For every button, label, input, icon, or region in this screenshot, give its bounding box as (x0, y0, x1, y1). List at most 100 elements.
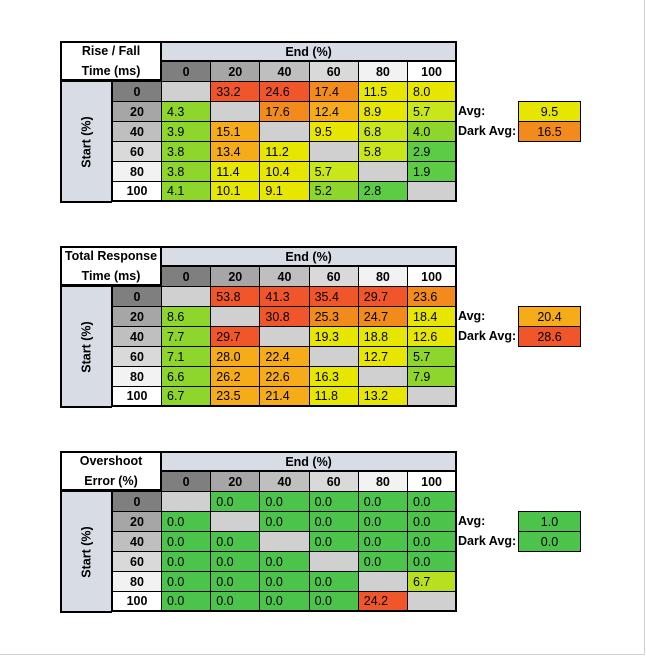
heatmap-cell: 0.0 (259, 591, 310, 612)
heatmap-cell (210, 511, 261, 532)
heatmap-cell (161, 81, 212, 102)
heatmap-cell: 5.7 (407, 101, 458, 122)
heatmap-cell: 13.4 (210, 141, 261, 162)
heatmap-cell: 0.0 (407, 551, 458, 572)
row-header: 80 (112, 571, 162, 592)
dark-avg-value: 16.5 (518, 121, 581, 142)
heatmap-cell: 41.3 (259, 286, 310, 307)
dark-avg-label: Dark Avg: (458, 329, 517, 343)
heatmap-cell: 21.4 (259, 386, 310, 407)
column-header: 20 (210, 266, 261, 287)
column-header: 60 (308, 471, 359, 492)
heatmap-cell: 0.0 (161, 571, 212, 592)
heatmap-cell: 5.8 (357, 141, 408, 162)
heatmap-cell (161, 491, 212, 512)
row-header: 100 (112, 181, 162, 202)
heatmap-cell: 0.0 (259, 551, 310, 572)
heatmap-cell: 22.6 (259, 366, 310, 387)
heatmap-cell: 9.5 (308, 121, 359, 142)
heatmap-cell: 2.8 (357, 181, 408, 202)
heatmap-cell: 10.1 (210, 181, 261, 202)
heatmap-cell: 9.1 (259, 181, 310, 202)
table-title-line: Total Response (64, 249, 158, 263)
heatmap-cell: 23.6 (407, 286, 458, 307)
row-header: 60 (112, 551, 162, 572)
column-header: 0 (161, 471, 212, 492)
heatmap-cell: 0.0 (210, 591, 261, 612)
heatmap-cell: 0.0 (161, 551, 212, 572)
heatmap-cell: 17.6 (259, 101, 310, 122)
row-header: 40 (112, 121, 162, 142)
start-axis-label: Start (%) (60, 81, 112, 203)
heatmap-cell: 0.0 (210, 531, 261, 552)
row-header: 20 (112, 306, 162, 327)
heatmap-cell: 0.0 (161, 591, 212, 612)
heatmap-cell (259, 531, 310, 552)
heatmap-cell: 29.7 (357, 286, 408, 307)
row-header: 100 (112, 386, 162, 407)
heatmap-cell: 19.3 (308, 326, 359, 347)
table-title: Rise / Fall Time (ms) (60, 41, 161, 81)
heatmap-cell: 12.4 (308, 101, 359, 122)
heatmap-cell: 6.7 (407, 571, 458, 592)
row-header: 0 (112, 286, 162, 307)
start-axis-text: Start (%) (79, 115, 94, 168)
heatmap-cell: 0.0 (210, 491, 261, 512)
heatmap-cell: 0.0 (308, 511, 359, 532)
heatmap-cell (210, 101, 261, 122)
column-header: 0 (161, 61, 212, 82)
heatmap-cell (259, 121, 310, 142)
column-header: 40 (259, 61, 310, 82)
heatmap-cell (161, 286, 212, 307)
end-axis-label: End (%) (161, 246, 458, 266)
heatmap-cell: 3.8 (161, 161, 212, 182)
heatmap-cell (308, 141, 359, 162)
heatmap-cell: 5.2 (308, 181, 359, 202)
heatmap-cell: 7.9 (407, 366, 458, 387)
heatmap-cell: 4.0 (407, 121, 458, 142)
heatmap-cell: 17.4 (308, 81, 359, 102)
table-title-line: Time (ms) (81, 64, 141, 78)
table-title-line: Time (ms) (81, 269, 141, 283)
start-axis-label: Start (%) (60, 491, 112, 613)
row-header: 0 (112, 491, 162, 512)
avg-value: 9.5 (518, 101, 581, 122)
heatmap-cell: 0.0 (357, 511, 408, 532)
heatmap-cell (407, 591, 458, 612)
heatmap-cell (210, 306, 261, 327)
heatmap-cell: 33.2 (210, 81, 261, 102)
column-header: 60 (308, 61, 359, 82)
table-title: Total Response Time (ms) (60, 246, 161, 286)
heatmap-cell: 3.9 (161, 121, 212, 142)
row-header: 100 (112, 591, 162, 612)
heatmap-cell: 8.6 (161, 306, 212, 327)
row-header: 0 (112, 81, 162, 102)
heatmap-cell: 0.0 (210, 571, 261, 592)
heatmap-cell: 18.8 (357, 326, 408, 347)
avg-value: 20.4 (518, 306, 581, 327)
dark-avg-value: 0.0 (518, 531, 581, 552)
heatmap-cell (407, 181, 458, 202)
heatmap-cell: 25.3 (308, 306, 359, 327)
heatmap-cell: 0.0 (308, 531, 359, 552)
row-header: 80 (112, 366, 162, 387)
row-header: 40 (112, 326, 162, 347)
start-axis-text: Start (%) (79, 320, 94, 373)
heatmap-cell: 0.0 (259, 571, 310, 592)
start-axis-label: Start (%) (60, 286, 112, 408)
heatmap-cell: 29.7 (210, 326, 261, 347)
column-header: 100 (407, 61, 458, 82)
row-header: 20 (112, 511, 162, 532)
end-axis-label: End (%) (161, 41, 458, 61)
heatmap-cell: 11.2 (259, 141, 310, 162)
heatmap-cell: 8.9 (357, 101, 408, 122)
heatmap-cell: 11.5 (357, 81, 408, 102)
table-title-line: Error (%) (84, 474, 138, 488)
heatmap-cell: 0.0 (407, 491, 458, 512)
start-axis-text: Start (%) (79, 525, 94, 578)
heatmap-cell: 0.0 (407, 531, 458, 552)
table-title-line: Overshoot (79, 454, 143, 468)
heatmap-cell: 0.0 (407, 511, 458, 532)
heatmap-cell: 0.0 (308, 591, 359, 612)
